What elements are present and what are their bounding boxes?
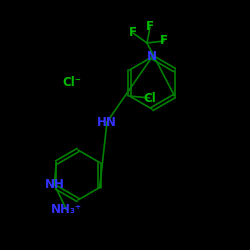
Text: NH₃⁺: NH₃⁺	[51, 203, 82, 216]
Text: NH: NH	[44, 178, 64, 191]
Text: F: F	[160, 34, 168, 48]
Text: Cl⁻: Cl⁻	[62, 76, 82, 90]
Text: F: F	[129, 26, 137, 40]
Text: Cl: Cl	[143, 92, 156, 104]
Text: N: N	[147, 50, 157, 64]
Text: F: F	[146, 20, 154, 34]
Text: HN: HN	[97, 116, 117, 128]
